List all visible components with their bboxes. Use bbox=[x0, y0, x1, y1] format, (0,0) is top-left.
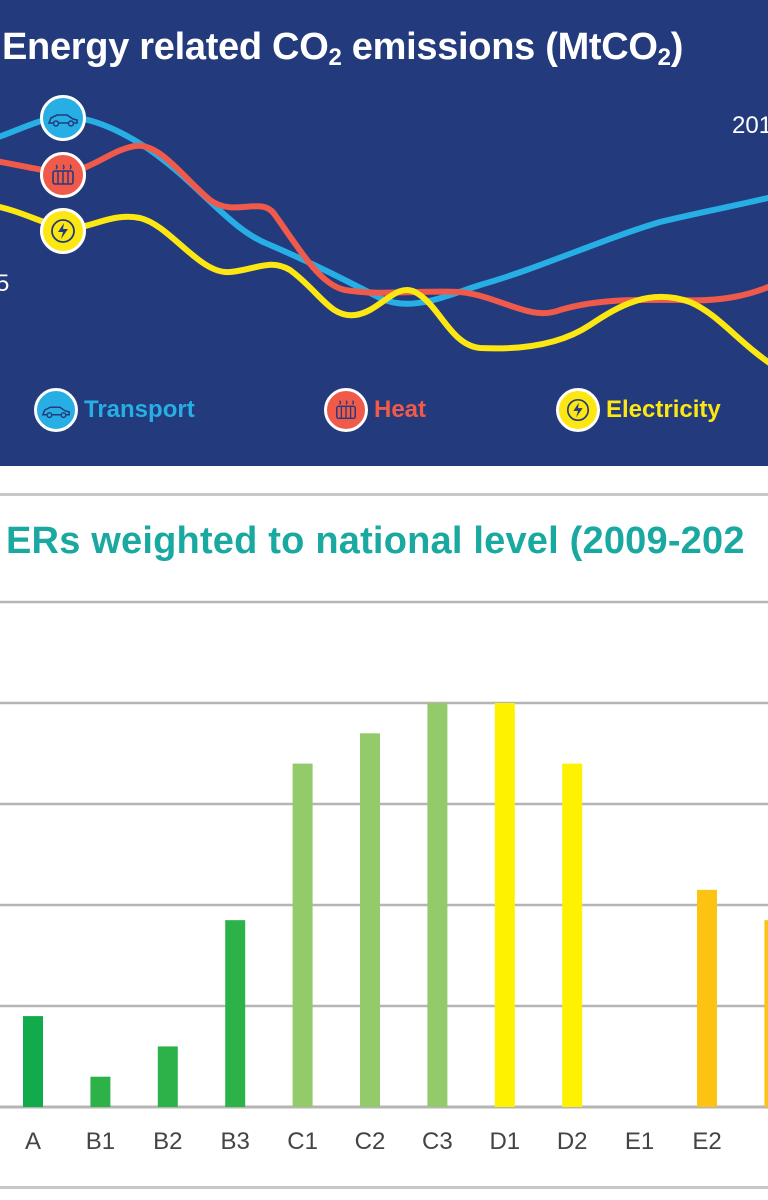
axis-label-fragment: 5 bbox=[0, 270, 10, 297]
legend-label-transport: Transport bbox=[84, 396, 195, 423]
bar-a bbox=[23, 1016, 43, 1107]
car-icon bbox=[47, 114, 78, 127]
section-divider-bottom bbox=[0, 1186, 768, 1189]
section-divider-top bbox=[0, 493, 768, 496]
x-tick-label: C1 bbox=[287, 1128, 318, 1155]
bar-last bbox=[764, 920, 768, 1107]
legend-electricity: Electricity bbox=[556, 385, 721, 435]
bar-c2 bbox=[360, 733, 380, 1107]
legend-heat: Heat bbox=[324, 385, 426, 435]
x-tick-label: B1 bbox=[86, 1128, 115, 1155]
legend-transport: Transport bbox=[34, 385, 195, 435]
bar-b2 bbox=[157, 1046, 178, 1107]
co2-line-plot bbox=[0, 113, 768, 366]
bar-c3 bbox=[427, 703, 448, 1107]
bar-e2 bbox=[697, 889, 717, 1107]
radiator-icon bbox=[324, 388, 368, 432]
heat-marker bbox=[40, 152, 86, 198]
co2-chart-title: Energy related CO2 emissions (MtCO2) bbox=[2, 26, 684, 71]
lightning-icon bbox=[556, 388, 600, 432]
bar-b1 bbox=[90, 1076, 111, 1107]
lightning-icon bbox=[51, 219, 75, 243]
x-tick-label: C3 bbox=[422, 1128, 453, 1155]
radiator-icon bbox=[52, 164, 74, 185]
year-label: 201 bbox=[732, 112, 768, 139]
x-tick-label: D2 bbox=[557, 1128, 588, 1155]
co2-chart-panel: Energy related CO2 emissions (MtCO2) 201… bbox=[0, 0, 768, 466]
car-icon bbox=[34, 388, 78, 432]
legend-label-electricity: Electricity bbox=[606, 396, 721, 423]
x-tick-label: B3 bbox=[221, 1128, 250, 1155]
x-tick-label: B2 bbox=[153, 1128, 182, 1155]
legend-label-heat: Heat bbox=[374, 396, 427, 423]
x-tick-label: E2 bbox=[692, 1128, 721, 1155]
bar-d1 bbox=[494, 703, 515, 1107]
x-tick-label: C2 bbox=[355, 1128, 386, 1155]
ber-chart-title: ERs weighted to national level (2009-202 bbox=[6, 520, 745, 562]
x-tick-label: A bbox=[25, 1128, 41, 1155]
transport-marker bbox=[40, 95, 86, 141]
x-tick-label: D1 bbox=[489, 1128, 520, 1155]
bar-b3 bbox=[225, 920, 246, 1107]
bar-d2 bbox=[562, 763, 583, 1107]
series-line-transport bbox=[0, 113, 768, 307]
electricity-marker bbox=[40, 208, 86, 254]
x-tick-label: E1 bbox=[625, 1128, 654, 1155]
series-line-electricity bbox=[0, 203, 768, 366]
bar-c1 bbox=[292, 763, 313, 1107]
